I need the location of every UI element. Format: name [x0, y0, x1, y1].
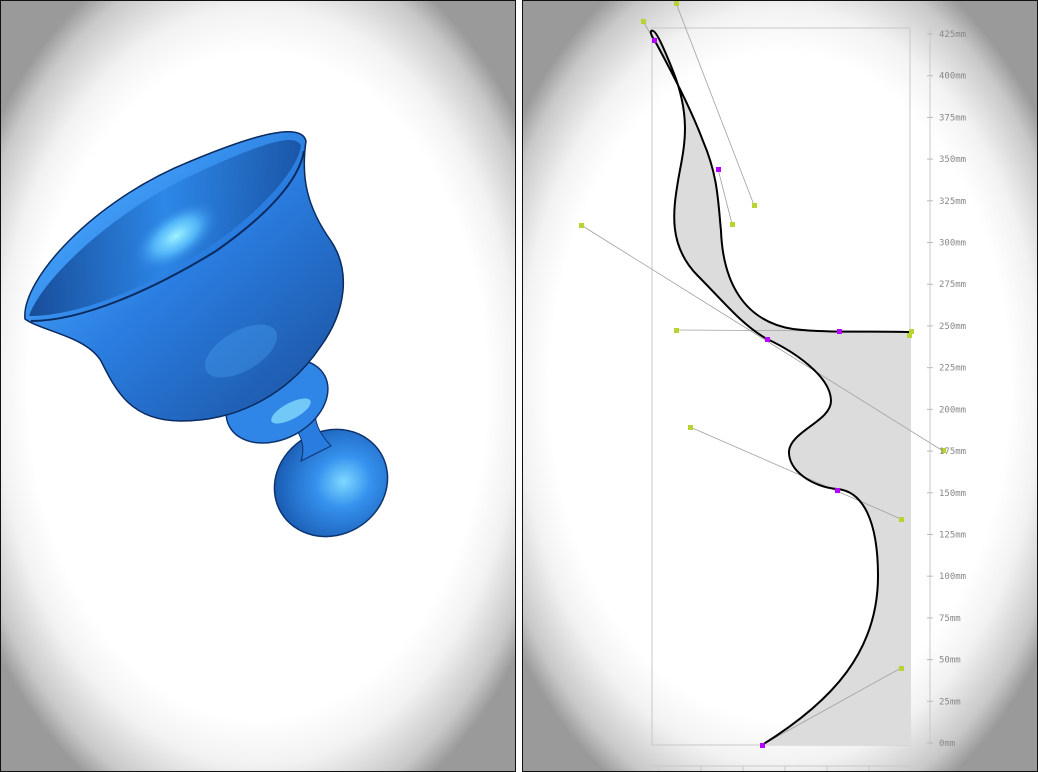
ruler-tick-label: 400mm: [939, 72, 966, 82]
ruler-tick-label: 350mm: [939, 155, 966, 165]
3d-preview-panel[interactable]: [0, 0, 516, 772]
ruler-ticks: 425mm 400mm 375mm 350mm 325mm 300mm 275mm 250mm…: [927, 30, 966, 749]
ruler-tick-label: 25mm: [939, 697, 961, 707]
editor-background: [523, 1, 1037, 771]
ruler-tick-label: 125mm: [939, 530, 966, 540]
bottom-ruler: [652, 765, 910, 771]
ruler-tick-label: 425mm: [939, 30, 966, 40]
anchor-points[interactable]: [652, 38, 842, 748]
ruler-tick-label: 375mm: [939, 113, 966, 123]
ruler-tick-label: 200mm: [939, 405, 966, 415]
goblet-3d-model[interactable]: [1, 1, 515, 771]
ruler-tick-label: 225mm: [939, 364, 966, 374]
ruler-tick-label: 300mm: [939, 239, 966, 249]
profile-editor-canvas[interactable]: 425mm 400mm 375mm 350mm 325mm 300mm 275mm 250mm…: [523, 1, 1037, 771]
ruler-tick-label: 100mm: [939, 572, 966, 582]
profile-curve[interactable]: [649, 29, 912, 746]
profile-editor-panel[interactable]: 425mm 400mm 375mm 350mm 325mm 300mm 275mm 250mm…: [522, 0, 1038, 772]
ruler-tick-label: 150mm: [939, 489, 966, 499]
goblet-bowl: [24, 130, 344, 422]
ruler-tick-label: 325mm: [939, 197, 966, 207]
ruler-tick-label: 175mm: [939, 447, 966, 457]
ruler-tick-label: 50mm: [939, 656, 961, 666]
profile-shape: [650, 30, 911, 746]
ruler-tick-label: 250mm: [939, 322, 966, 332]
ruler-tick-label: 275mm: [939, 280, 966, 290]
control-handles[interactable]: [579, 1, 946, 671]
ruler-tick-label: 0mm: [939, 739, 955, 749]
handle-lines: [580, 2, 944, 746]
ruler-tick-label: 75mm: [939, 614, 961, 624]
